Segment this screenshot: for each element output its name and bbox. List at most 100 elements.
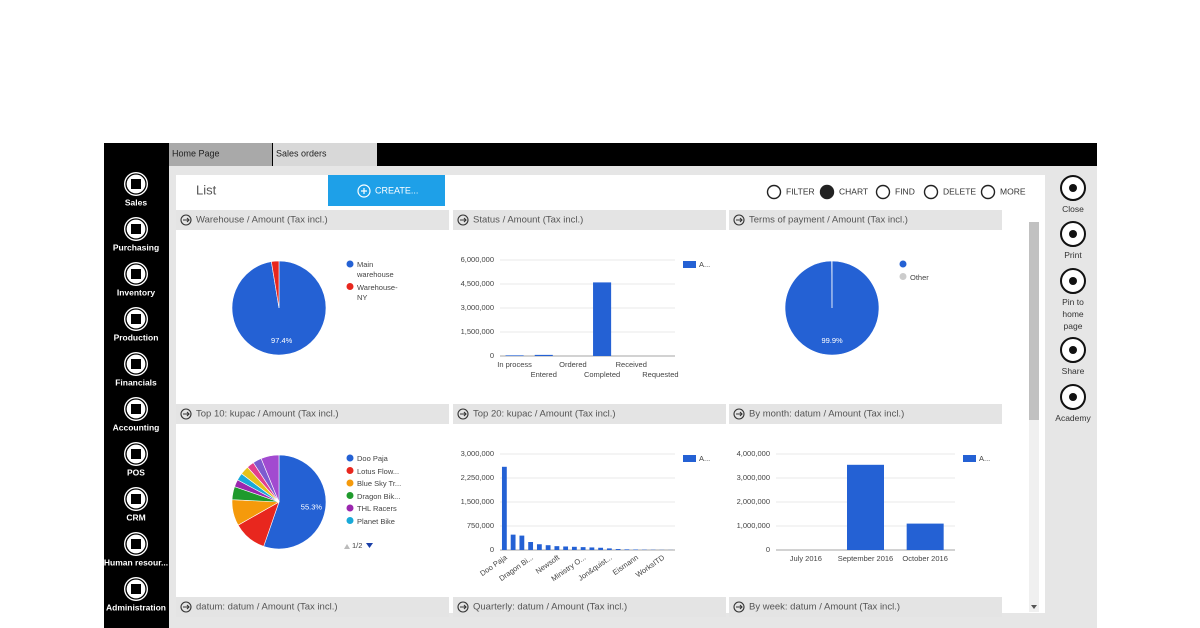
legend-swatch — [346, 260, 354, 268]
expand-icon[interactable] — [457, 214, 469, 226]
y-tick-label: 3,000,000 — [461, 449, 494, 458]
bar — [563, 546, 569, 550]
bar — [598, 547, 604, 550]
module-label[interactable]: Purchasing — [113, 242, 159, 252]
expand-icon[interactable] — [180, 601, 192, 613]
y-tick-label: 3,000,000 — [737, 473, 770, 482]
pie-value-label: 55.3% — [301, 502, 323, 511]
panel-glyph — [1069, 393, 1077, 401]
bar — [519, 535, 525, 550]
expand-arrow — [736, 411, 743, 417]
y-tick-label: 1,500,000 — [461, 497, 494, 506]
legend-label: A... — [699, 454, 710, 463]
module-label[interactable]: CRM — [126, 512, 145, 522]
action-icon[interactable] — [923, 184, 939, 200]
legend-swatch — [899, 260, 907, 268]
create-label[interactable]: CREATE... — [375, 185, 418, 195]
legend-label-box: Planet Bike — [357, 517, 395, 526]
module-glyph — [131, 269, 141, 279]
bar — [847, 464, 884, 550]
pie-slice — [260, 454, 280, 503]
tab-label[interactable]: Home Page — [172, 148, 220, 158]
expand-icon[interactable] — [733, 214, 745, 226]
action-label[interactable]: DELETE — [943, 186, 976, 196]
widget-title[interactable]: datum: datum / Amount (Tax incl.) — [196, 602, 338, 613]
x-tick-label: Received — [616, 360, 647, 369]
action-label[interactable]: CHART — [839, 186, 868, 196]
legend-swatch — [346, 283, 354, 290]
module-label[interactable]: Accounting — [113, 422, 160, 432]
action-icon[interactable] — [980, 184, 996, 200]
y-tick-label: 750,000 — [467, 521, 494, 530]
module-label[interactable]: Human resour... — [104, 557, 168, 567]
module-label[interactable]: Administration — [106, 602, 166, 612]
y-tick-label: 4,500,000 — [461, 279, 494, 288]
module-glyph — [131, 584, 141, 594]
expand-icon[interactable] — [180, 408, 192, 420]
tab-active[interactable] — [273, 143, 377, 166]
module-label[interactable]: POS — [127, 467, 145, 477]
legend-label-box: Warehouse-NY — [357, 283, 398, 302]
widget-title[interactable]: By week: datum / Amount (Tax incl.) — [749, 602, 900, 613]
bar — [505, 355, 524, 356]
widget-title[interactable]: By month: datum / Amount (Tax incl.) — [749, 409, 904, 420]
bar — [906, 523, 944, 550]
widget-title[interactable]: Warehouse / Amount (Tax incl.) — [196, 215, 328, 226]
bar — [510, 534, 516, 550]
x-tick-label-box: September 2016 — [837, 554, 894, 563]
bar — [536, 544, 542, 550]
panel-label: Share — [1061, 366, 1085, 376]
expand-icon[interactable] — [180, 214, 192, 226]
action-icon[interactable] — [875, 184, 891, 200]
scroll-arrow[interactable] — [1031, 605, 1037, 609]
module-label[interactable]: Production — [114, 332, 159, 342]
legend-swatch — [346, 454, 354, 462]
module-icon-ring — [125, 578, 147, 600]
action-label[interactable]: FIND — [895, 186, 915, 196]
pager-next[interactable] — [366, 543, 373, 548]
module-icon-ring — [125, 398, 147, 420]
expand-icon[interactable] — [457, 601, 469, 613]
expand-icon[interactable] — [457, 408, 469, 420]
widget-title[interactable]: Terms of payment / Amount (Tax incl.) — [749, 215, 908, 226]
module-label[interactable]: Inventory — [117, 287, 156, 297]
action-icon[interactable] — [819, 184, 835, 200]
widget-title[interactable]: Quarterly: datum / Amount (Tax incl.) — [473, 602, 627, 613]
bar — [545, 545, 551, 550]
widget-header — [729, 210, 1002, 230]
tab[interactable] — [169, 143, 272, 166]
widget-header — [729, 404, 1002, 424]
panel-label-box: Pin to home page — [1062, 297, 1084, 331]
action-label[interactable]: MORE — [1000, 186, 1026, 196]
module-glyph — [131, 494, 141, 504]
module-icon-ring — [125, 353, 147, 375]
expand-icon[interactable] — [733, 408, 745, 420]
legend-swatch — [346, 517, 354, 524]
module-label[interactable]: Sales — [125, 197, 147, 207]
widget-header — [176, 210, 449, 230]
legend-label: Other — [910, 272, 929, 282]
expand-icon[interactable] — [733, 601, 745, 613]
action-icon[interactable] — [766, 184, 782, 200]
module-icon-ring — [125, 263, 147, 285]
module-label[interactable]: Financials — [115, 377, 157, 387]
y-tick-label: 0 — [490, 351, 494, 360]
widget-title[interactable]: Status / Amount (Tax incl.) — [473, 215, 583, 226]
x-tick-label: September 2016 — [837, 554, 894, 563]
create-button[interactable] — [328, 175, 445, 206]
tab-label[interactable]: Sales orders — [276, 148, 327, 158]
action-label[interactable]: FILTER — [786, 186, 815, 196]
widget-title[interactable]: Top 20: kupac / Amount (Tax incl.) — [473, 409, 616, 420]
scrollbar-thumb[interactable] — [1029, 222, 1039, 420]
y-tick-label: 0 — [766, 545, 770, 554]
widget-header — [729, 597, 1002, 617]
pager-prev[interactable] — [344, 544, 350, 549]
module-icon-ring — [125, 173, 147, 195]
x-tick-label: Entered — [531, 370, 557, 379]
bar — [615, 549, 621, 550]
x-tick-label: October 2016 — [902, 554, 948, 563]
widget-title[interactable]: Top 10: kupac / Amount (Tax incl.) — [196, 409, 339, 420]
x-tick-label: Completed — [584, 370, 620, 379]
module-icon-ring — [125, 443, 147, 465]
y-tick-label: 2,000,000 — [737, 497, 770, 506]
